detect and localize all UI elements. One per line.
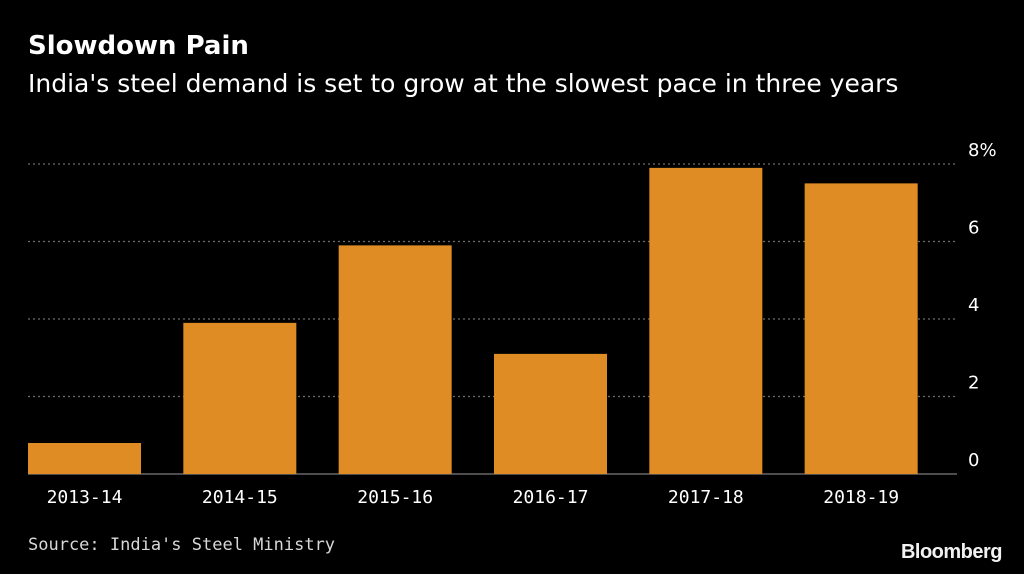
x-tick-label-2015-16: 2015-16 xyxy=(357,487,433,508)
chart-title: Slowdown Pain xyxy=(28,31,249,61)
bar-2014-15 xyxy=(183,322,297,474)
bar-2018-19 xyxy=(804,183,918,474)
bars xyxy=(28,167,918,474)
bar-2016-17 xyxy=(494,353,607,474)
grid-lines xyxy=(28,163,957,475)
x-tick-label-2013-14: 2013-14 xyxy=(47,487,123,508)
y-tick-label-4: 4 xyxy=(968,295,979,316)
source-note: Source: India's Steel Ministry xyxy=(28,535,336,555)
chart-subtitle: India's steel demand is set to grow at t… xyxy=(28,69,899,98)
y-axis-ticks: 0 2 4 6 8% xyxy=(968,140,997,471)
bar-2013-14 xyxy=(28,443,141,474)
bloomberg-logo: Bloomberg xyxy=(900,541,1003,563)
y-tick-label-8: 8% xyxy=(968,140,997,161)
x-tick-label-2017-18: 2017-18 xyxy=(668,487,744,508)
y-tick-label-6: 6 xyxy=(968,218,979,239)
x-tick-label-2018-19: 2018-19 xyxy=(823,487,899,508)
bar-2017-18 xyxy=(649,167,763,474)
x-tick-label-2016-17: 2016-17 xyxy=(513,487,589,508)
y-tick-label-2: 2 xyxy=(968,373,979,394)
y-tick-label-0: 0 xyxy=(968,450,979,471)
x-axis-ticks: 2013-14 2014-15 2015-16 2016-17 2017-18 2018-… xyxy=(47,487,900,508)
x-tick-label-2014-15: 2014-15 xyxy=(202,487,278,508)
bar-2015-16 xyxy=(338,245,452,474)
